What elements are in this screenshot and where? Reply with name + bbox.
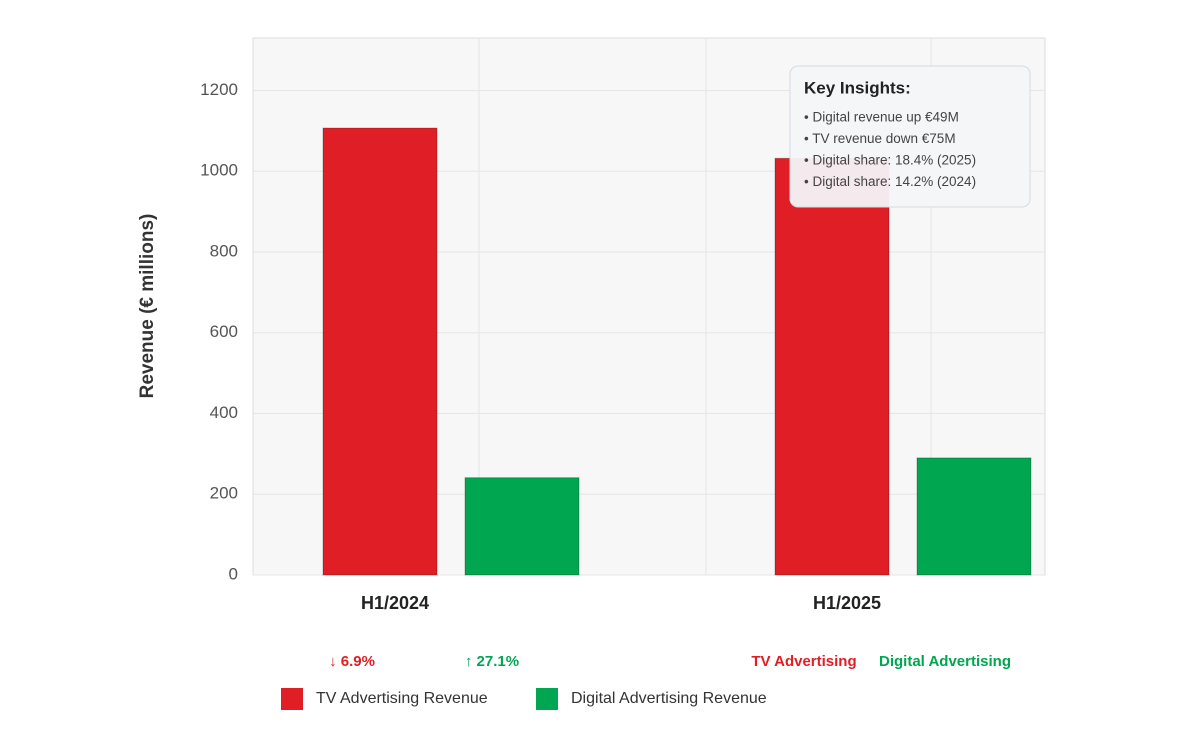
y-tick-label: 0 — [229, 564, 238, 583]
bar — [322, 127, 438, 576]
x-tick-label: H1/2024 — [361, 593, 429, 613]
y-tick-label: 1200 — [200, 80, 238, 99]
insights-item: • Digital revenue up €49M — [804, 110, 959, 125]
legend-swatch — [536, 688, 558, 710]
insights-item: • Digital share: 18.4% (2025) — [804, 153, 976, 168]
bar — [774, 157, 890, 576]
y-tick-label: 1000 — [200, 161, 238, 180]
insights-box — [789, 65, 1031, 208]
annotation: TV Advertising — [751, 653, 856, 670]
x-tick-label: H1/2025 — [813, 593, 881, 613]
insights-title: Key Insights: — [804, 78, 911, 97]
y-tick-label: 200 — [210, 484, 238, 503]
y-tick-label: 600 — [210, 322, 238, 341]
annotation: ↓ 6.9% — [329, 653, 375, 670]
insights-item: • TV revenue down €75M — [804, 131, 956, 146]
legend-label: TV Advertising Revenue — [316, 690, 488, 707]
bar — [916, 457, 1032, 576]
legend-label: Digital Advertising Revenue — [571, 690, 767, 707]
y-axis-label: Revenue (€ millions) — [137, 214, 158, 399]
insights-item: • Digital share: 14.2% (2024) — [804, 174, 976, 189]
y-tick-label: 800 — [210, 241, 238, 260]
legend-swatch — [281, 688, 303, 710]
annotation: ↑ 27.1% — [465, 653, 519, 670]
annotation: Digital Advertising — [879, 653, 1011, 670]
y-tick-label: 400 — [210, 403, 238, 422]
bar — [464, 477, 580, 576]
